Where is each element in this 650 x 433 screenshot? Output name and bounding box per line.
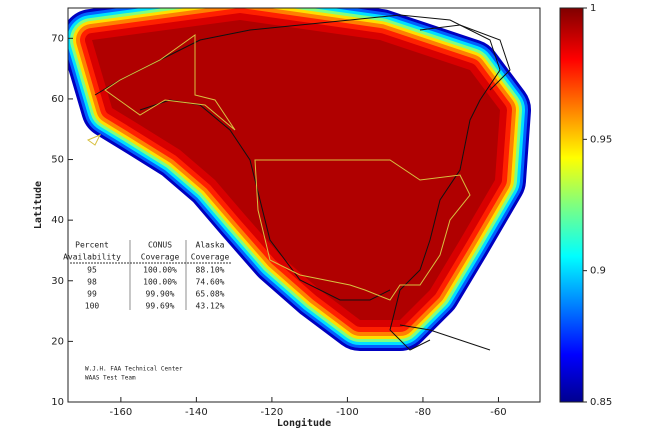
service-areas	[86, 34, 471, 301]
table-cell: 65.08%	[196, 290, 225, 299]
y-tick-label: 40	[51, 215, 64, 226]
x-axis-label: Longitude	[277, 417, 331, 429]
table-cell: 99.90%	[146, 290, 175, 299]
table-header: Percent	[75, 241, 109, 250]
x-tick-label: -140	[185, 407, 208, 418]
y-tick-label: 20	[51, 336, 64, 347]
availability-table: Percent CONUS Alaska Availability Coverage Co…	[63, 240, 232, 311]
colorbar-tick-label: 0.9	[590, 266, 606, 277]
y-tick-label: 60	[51, 94, 64, 105]
colorbar-tick-label: 1	[590, 3, 596, 14]
credit-line: WAAS Test Team	[85, 375, 136, 382]
y-axis-label: Latitude	[32, 181, 44, 229]
colorbar-tick-label: 0.85	[590, 397, 612, 408]
x-tick-label: -60	[490, 407, 506, 418]
table-cell: 100.00%	[143, 266, 177, 275]
x-tick-label: -160	[110, 407, 133, 418]
table-cell: 99.69%	[146, 302, 175, 311]
table-cell: 98	[87, 278, 97, 287]
x-tick-label: -100	[336, 407, 359, 418]
credit-line: W.J.H. FAA Technical Center	[85, 366, 183, 373]
table-header: Alaska	[196, 241, 225, 250]
table-cell: 95	[87, 266, 97, 275]
table-cell: 43.12%	[196, 302, 225, 311]
table-cell: 74.60%	[196, 278, 225, 287]
table-cell: 88.10%	[196, 266, 225, 275]
coverage	[68, 8, 531, 351]
plot-frame	[67, 7, 541, 403]
table-header: Availability	[63, 253, 121, 262]
table-header: Coverage	[191, 253, 230, 262]
y-tick-label: 10	[51, 397, 64, 408]
table-header: Coverage	[141, 253, 180, 262]
x-tick-label: -120	[261, 407, 284, 418]
coverage-core	[92, 20, 500, 320]
x-tick-label: -80	[415, 407, 431, 418]
table-header: CONUS	[148, 241, 172, 250]
colorbar	[559, 7, 584, 403]
y-tick-label: 30	[51, 276, 64, 287]
table-cell: 100	[85, 302, 100, 311]
colorbar-tick-label: 0.95	[590, 134, 612, 145]
y-tick-label: 50	[51, 155, 64, 166]
y-tick-label: 70	[51, 33, 64, 44]
table-cell: 99	[87, 290, 97, 299]
table-cell: 100.00%	[143, 278, 177, 287]
